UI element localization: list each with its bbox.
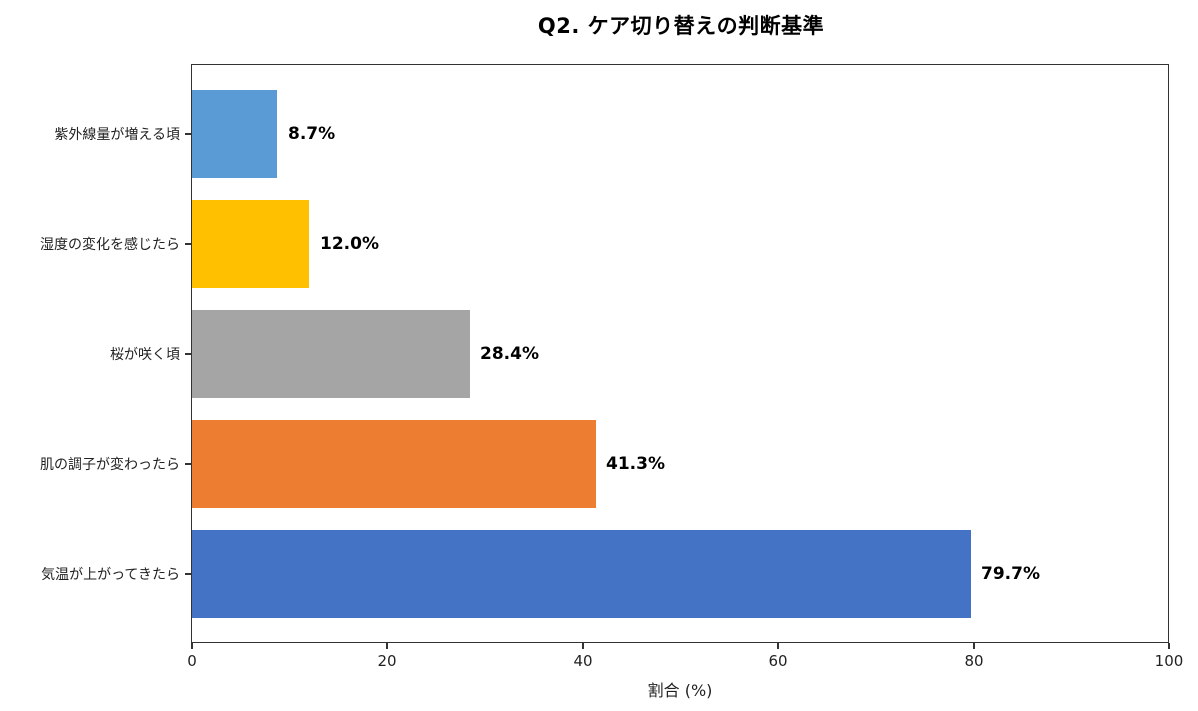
bar-temperature xyxy=(192,530,971,618)
x-axis-title: 割合 (%) xyxy=(647,681,713,700)
value-label-humidity: 12.0% xyxy=(320,234,379,254)
x-tick xyxy=(582,643,584,649)
bar-uv xyxy=(192,90,277,178)
y-tick xyxy=(185,463,191,465)
x-tick-label: 20 xyxy=(377,652,397,670)
x-tick-label: 40 xyxy=(573,652,593,670)
value-label-skin: 41.3% xyxy=(606,454,665,474)
value-label-temperature: 79.7% xyxy=(981,564,1040,584)
y-label-temperature: 気温が上がってきたら xyxy=(41,567,180,583)
y-label-sakura: 桜が咲く頃 xyxy=(110,347,180,363)
x-tick xyxy=(973,643,975,649)
y-label-humidity: 湿度の変化を感じたら xyxy=(40,237,180,253)
x-tick xyxy=(1168,643,1170,649)
x-tick xyxy=(191,643,193,649)
y-label-skin: 肌の調子が変わったら xyxy=(40,457,180,473)
x-tick-label: 60 xyxy=(768,652,788,670)
x-tick-label: 100 xyxy=(1154,652,1184,670)
y-tick xyxy=(185,243,191,245)
value-label-uv: 8.7% xyxy=(288,124,336,144)
x-tick xyxy=(777,643,779,649)
y-tick xyxy=(185,353,191,355)
bar-skin xyxy=(192,420,596,508)
x-tick-label: 0 xyxy=(187,652,197,670)
bar-humidity xyxy=(192,200,309,288)
x-tick xyxy=(386,643,388,649)
y-tick xyxy=(185,133,191,135)
bar-sakura xyxy=(192,310,470,398)
plot-area: 8.7% 12.0% 28.4% 41.3% 79.7% xyxy=(191,64,1169,643)
value-label-sakura: 28.4% xyxy=(480,344,539,364)
chart-title: Q2. ケア切り替えの判断基準 xyxy=(537,14,825,38)
y-label-uv: 紫外線量が増える頃 xyxy=(54,127,180,143)
y-tick xyxy=(185,573,191,575)
x-tick-label: 80 xyxy=(964,652,984,670)
